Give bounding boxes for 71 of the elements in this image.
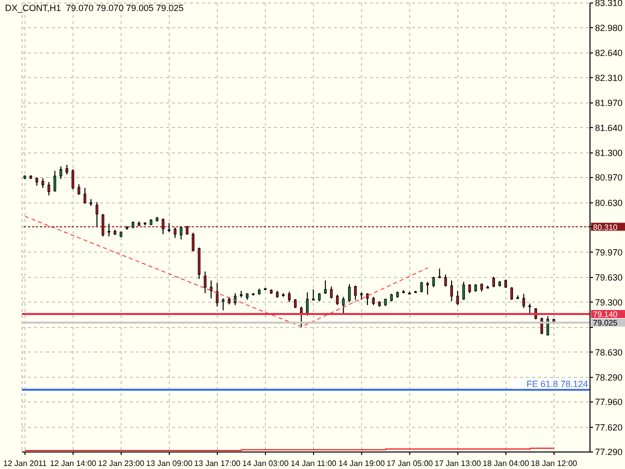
- candlestick: [432, 276, 435, 288]
- candlestick: [342, 296, 345, 314]
- ref-line-label: 79.140: [593, 310, 618, 320]
- y-tick-label: 79.970: [595, 247, 623, 258]
- candlestick: [450, 280, 453, 302]
- x-tick-label: 12 Jan 23:00: [98, 459, 145, 468]
- x-tick-label: 12 Jan 2011: [3, 459, 48, 468]
- candlestick: [528, 303, 532, 314]
- candlestick: [492, 276, 495, 288]
- y-tick-label: 80.970: [595, 172, 623, 183]
- y-tick-label: 82.640: [595, 48, 623, 58]
- y-tick-label: 80.630: [595, 198, 623, 208]
- candlestick: [444, 274, 447, 287]
- chart-title: DX_CONT,H1 79.070 79.070 79.005 79.025: [5, 3, 184, 13]
- candlestick: [426, 281, 429, 296]
- candlestick: [366, 292, 369, 306]
- candlestick: [192, 232, 194, 252]
- candlestick: [162, 218, 164, 235]
- y-tick-label: 78.630: [595, 347, 623, 358]
- x-tick-label: 14 Jan 03:00: [242, 459, 290, 468]
- candlestick: [420, 281, 423, 293]
- candlestick: [174, 227, 176, 238]
- y-tick-label: 83.310: [595, 0, 623, 8]
- candlestick: [48, 182, 50, 196]
- y-tick-label: 81.970: [595, 98, 623, 108]
- y-tick-label: 78.290: [595, 372, 623, 383]
- y-tick-label: 77.290: [595, 447, 623, 458]
- y-tick-label: 79.630: [595, 272, 623, 283]
- y-tick-label: 82.980: [595, 22, 623, 33]
- candlestick: [108, 223, 110, 237]
- x-tick-label: 18 Jan 12:00: [530, 459, 578, 468]
- candlestick: [42, 178, 44, 188]
- candlestick: [336, 294, 339, 306]
- candlestick: [96, 202, 98, 228]
- candlestick: [72, 168, 74, 190]
- y-tick-label: 77.620: [595, 422, 623, 433]
- candlestick: [54, 170, 56, 192]
- candlestick: [354, 285, 357, 300]
- candlestick: [222, 298, 224, 311]
- candlestick: [312, 288, 315, 300]
- candlestick: [522, 293, 526, 309]
- ref-line-label: FE 61.8 78.124: [526, 378, 588, 389]
- candlestick: [204, 271, 206, 294]
- candlestick: [330, 286, 333, 299]
- y-tick-label: 77.960: [595, 397, 623, 408]
- x-tick-label: 12 Jan 14:00: [50, 459, 97, 468]
- ref-line-label: 80.310: [593, 222, 618, 232]
- x-tick-label: 17 Jan 05:00: [386, 459, 434, 468]
- candlestick: [324, 280, 327, 294]
- candlestick: [348, 284, 351, 303]
- candlestick: [84, 187, 86, 204]
- x-tick-label: 13 Jan 17:00: [194, 459, 242, 468]
- candlestick: [288, 291, 291, 303]
- candlestick: [462, 281, 465, 300]
- candlestick: [60, 166, 62, 180]
- candlestick: [456, 290, 459, 306]
- candlestick: [510, 286, 514, 300]
- ref-line-label: 79.025: [593, 318, 618, 328]
- candlestick: [216, 282, 218, 308]
- x-tick-label: 14 Jan 19:00: [338, 459, 386, 468]
- y-tick-label: 81.640: [595, 122, 623, 133]
- candlestick: [66, 164, 68, 176]
- x-tick-label: 17 Jan 13:00: [434, 459, 482, 468]
- y-tick-label: 79.300: [595, 297, 623, 308]
- x-tick-label: 18 Jan 04:00: [482, 459, 530, 468]
- candlestick: [102, 214, 104, 237]
- candlestick: [180, 226, 182, 240]
- x-tick-label: 14 Jan 11:00: [290, 459, 337, 468]
- y-tick-label: 82.310: [595, 72, 623, 83]
- x-tick-label: 13 Jan 09:00: [146, 459, 193, 468]
- y-tick-label: 81.300: [595, 148, 623, 158]
